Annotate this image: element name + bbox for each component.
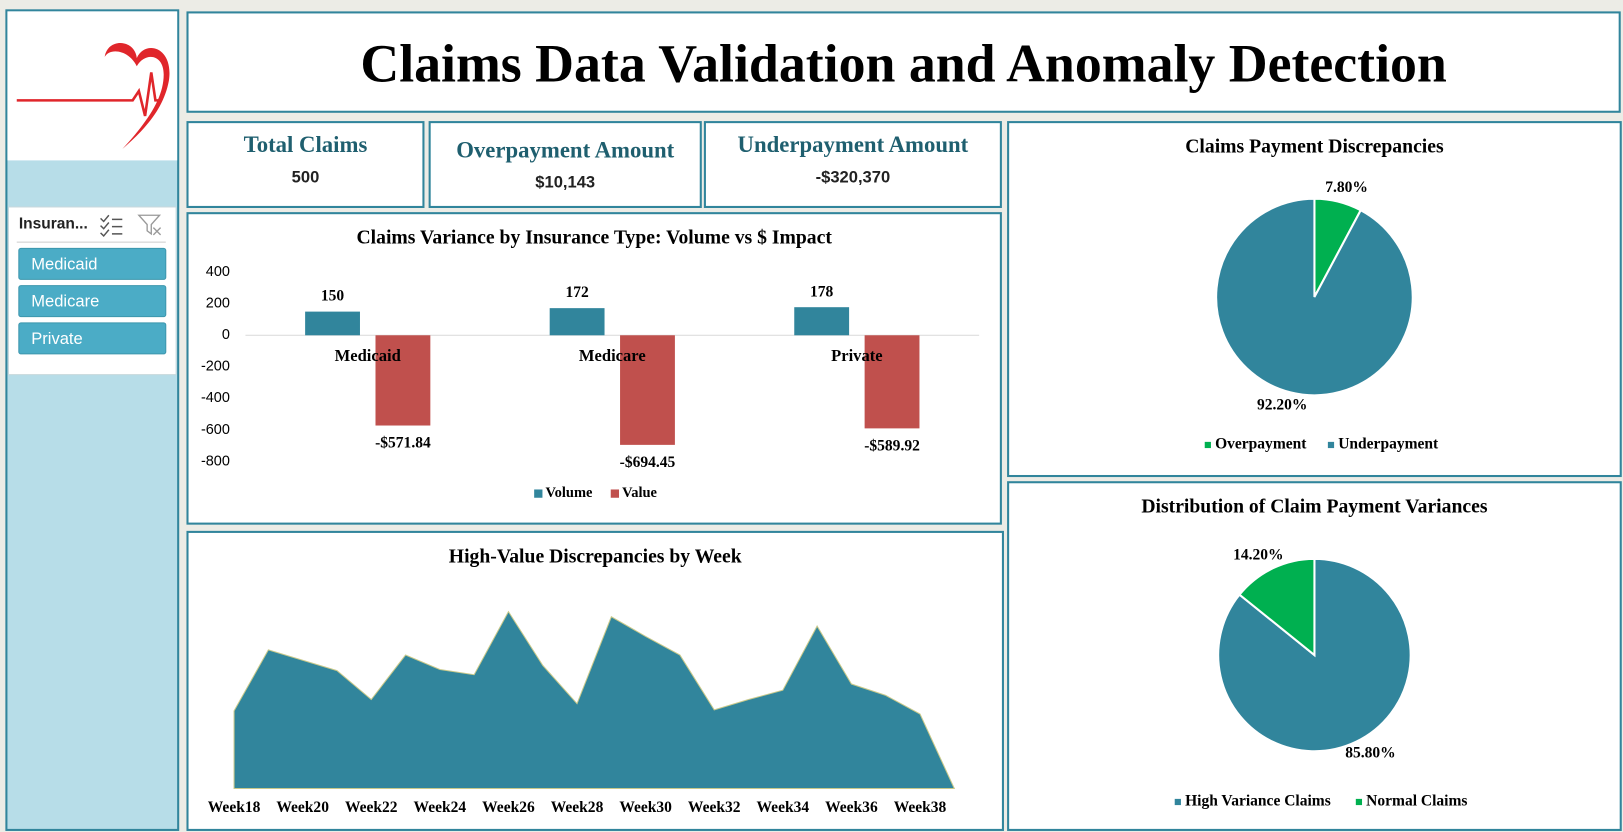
bar: [794, 307, 850, 336]
data-label: -$694.45: [620, 454, 676, 471]
y-tick-label: -800: [201, 453, 230, 469]
data-label: -$589.92: [864, 438, 920, 455]
x-tick-label: Week36: [825, 799, 878, 816]
x-tick-label: Medicaid: [335, 346, 402, 365]
kpi-label: Total Claims: [244, 132, 368, 157]
y-tick-label: -400: [201, 390, 230, 406]
kpi-value: $10,143: [535, 173, 595, 192]
legend-label: Overpayment: [1215, 436, 1307, 453]
x-tick-label: Medicare: [579, 346, 646, 365]
x-tick-label: Week32: [688, 799, 741, 816]
legend-swatch: [1204, 441, 1211, 449]
legend-swatch: [610, 489, 620, 498]
x-tick-label: Week34: [757, 799, 810, 816]
logo-heart: [104, 43, 170, 150]
bar: [864, 335, 920, 429]
legend-swatch: [1327, 441, 1335, 449]
x-tick-label: Week26: [482, 799, 535, 816]
kpi-card: [186, 121, 425, 208]
kpi-value: -$320,370: [816, 167, 891, 186]
x-tick-label: Week38: [894, 799, 947, 816]
charts: Claims Variance by Insurance Type: Volum…: [201, 135, 1488, 815]
x-tick-label: Week18: [208, 799, 261, 816]
y-tick-label: 200: [206, 296, 230, 312]
slicer-item-label[interactable]: Private: [31, 329, 82, 348]
title-panel: [186, 11, 1621, 113]
bar: [549, 308, 605, 336]
slicer-item-label[interactable]: Medicare: [31, 292, 99, 311]
legend-label: Volume: [546, 485, 593, 501]
slicer-title: Insuran...: [19, 216, 88, 233]
x-tick-label: Week30: [619, 799, 672, 816]
bar: [620, 335, 675, 445]
logo-area: [7, 11, 178, 161]
x-tick-label: Week22: [345, 799, 398, 816]
chart-title: Claims Payment Discrepancies: [1185, 135, 1444, 157]
kpi-label: Overpayment Amount: [456, 137, 674, 162]
data-label: 178: [810, 283, 834, 300]
y-tick-label: -600: [201, 422, 230, 438]
kpi-card: [428, 121, 702, 208]
legend-label: Underpayment: [1338, 436, 1439, 453]
x-tick-label: Private: [831, 346, 882, 365]
clear-filter-icon[interactable]: [137, 214, 162, 236]
y-tick-label: 0: [222, 327, 230, 343]
kpi-value: 500: [292, 167, 320, 186]
slicer-button[interactable]: [18, 247, 167, 280]
slicer-item-label[interactable]: Medicaid: [31, 254, 97, 273]
legend-swatch: [1174, 798, 1181, 806]
area: [233, 610, 956, 790]
pie-slice: [1238, 557, 1316, 658]
legend-label: High Variance Claims: [1185, 793, 1331, 810]
slicer-button[interactable]: [18, 285, 167, 318]
x-tick-label: Week28: [551, 799, 604, 816]
bar: [305, 311, 360, 336]
kpi-row: Total Claims 500 Overpayment Amount $10,143…: [186, 121, 1002, 208]
data-label: 150: [321, 288, 345, 305]
legend-label: Value: [622, 485, 657, 501]
kpi-label: Underpayment Amount: [738, 132, 969, 157]
x-tick-label: Week24: [414, 799, 467, 816]
chart-title: High-Value Discrepancies by Week: [449, 545, 742, 567]
data-label: 85.80%: [1345, 745, 1395, 762]
y-tick-label: -200: [201, 359, 230, 375]
multi-select-icon[interactable]: [100, 214, 123, 238]
kpi-card: [703, 121, 1002, 208]
legend-swatch: [1355, 798, 1363, 806]
data-label: 92.20%: [1257, 396, 1307, 413]
bar: [375, 335, 431, 426]
data-label: -$571.84: [375, 435, 431, 452]
data-label: 7.80%: [1325, 179, 1368, 196]
y-tick-label: 400: [206, 264, 230, 280]
legend-label: Normal Claims: [1366, 793, 1467, 810]
page-title: Claims Data Validation and Anomaly Detec…: [360, 34, 1447, 94]
data-label: 14.20%: [1233, 547, 1283, 564]
pie-slice: [1215, 197, 1414, 397]
chart-title: Distribution of Claim Payment Variances: [1141, 496, 1488, 518]
chart-title: Claims Variance by Insurance Type: Volum…: [356, 227, 832, 249]
legend-swatch: [534, 489, 543, 498]
x-tick-label: Week20: [276, 799, 329, 816]
data-label: 172: [565, 284, 589, 301]
logo-pulse: [16, 72, 161, 117]
slicer-items: Medicaid Medicare Private: [18, 247, 167, 355]
slicer-button[interactable]: [18, 322, 167, 355]
